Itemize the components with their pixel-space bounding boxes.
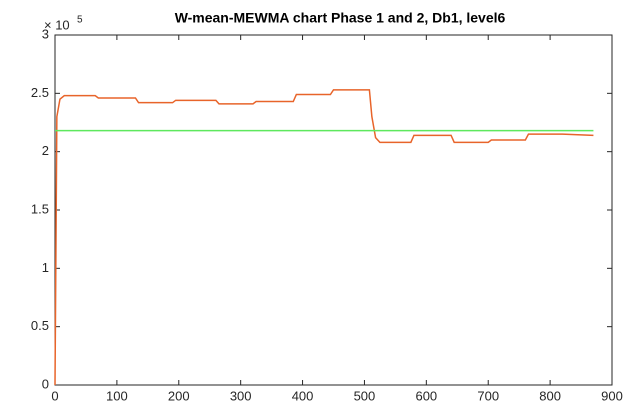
- y-tick-label: 2.5: [31, 85, 49, 100]
- x-tick-label: 700: [477, 388, 499, 403]
- series-line: [54, 89, 594, 386]
- x-tick-label: 100: [106, 388, 128, 403]
- x-tick-label: 400: [292, 388, 314, 403]
- y-multiplier: × 10: [44, 17, 70, 32]
- x-tick-label: 600: [415, 388, 437, 403]
- y-tick-label: 1: [42, 260, 49, 275]
- y-multiplier-exponent: 5: [77, 15, 83, 26]
- x-tick-label: 200: [168, 388, 190, 403]
- plot-area: [54, 34, 613, 386]
- x-tick-label: 300: [230, 388, 252, 403]
- x-tick-label: 900: [601, 388, 623, 403]
- x-tick-label: 800: [539, 388, 561, 403]
- y-tick-label: 1.5: [31, 201, 49, 216]
- x-tick-label: 0: [51, 388, 58, 403]
- x-tick-label: 500: [354, 388, 376, 403]
- chart-title: W-mean-MEWMA chart Phase 1 and 2, Db1, l…: [175, 10, 506, 26]
- y-tick-label: 0.5: [31, 318, 49, 333]
- y-tick-label: 2: [42, 143, 49, 158]
- y-tick-label: 3: [42, 26, 49, 41]
- y-tick-label: 0: [42, 376, 49, 391]
